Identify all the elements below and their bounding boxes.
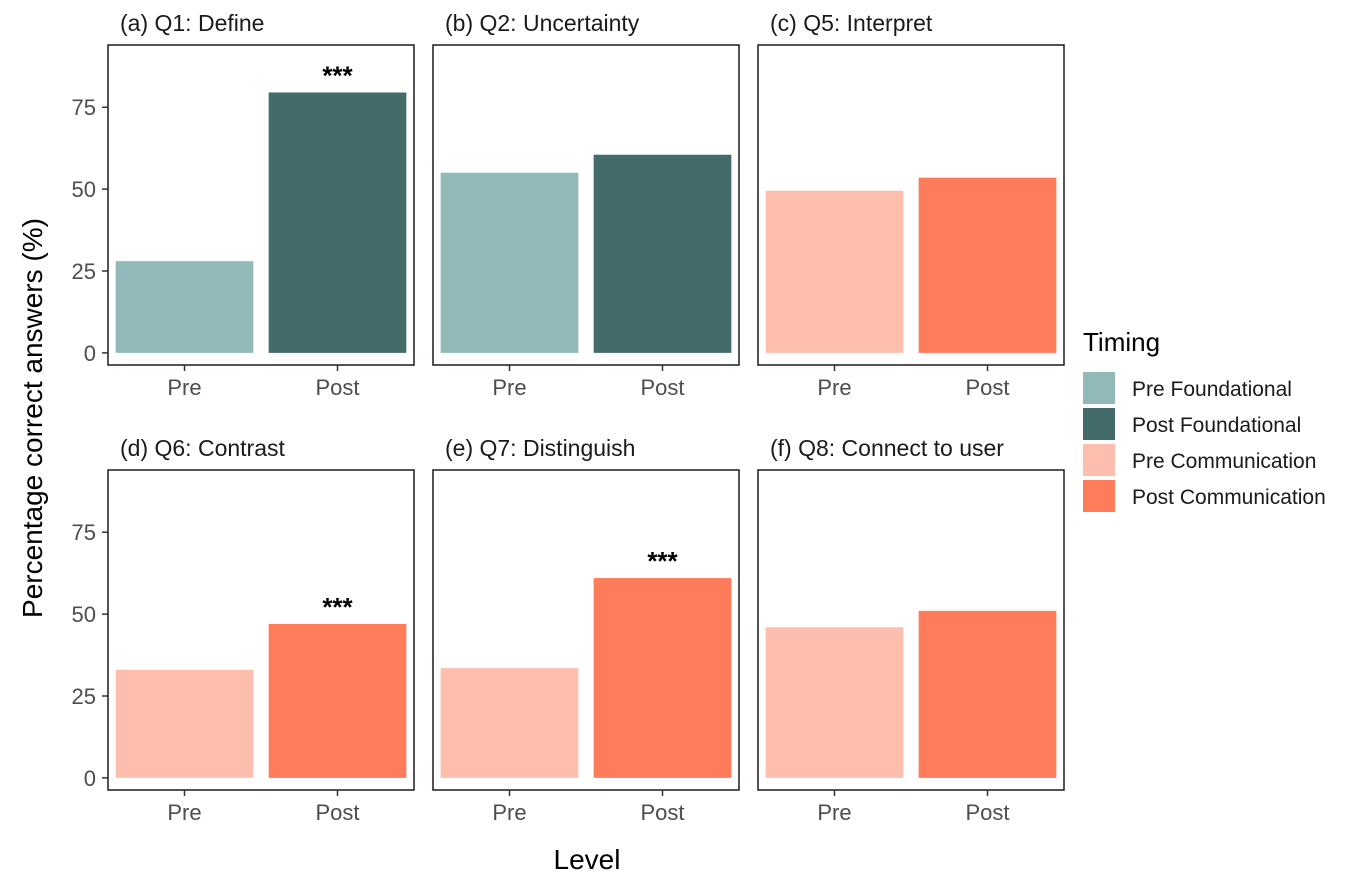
y-tick-label: 25 xyxy=(72,684,96,709)
y-tick-label: 75 xyxy=(72,520,96,545)
y-tick-label: 0 xyxy=(84,341,96,366)
y-tick-label: 50 xyxy=(72,177,96,202)
legend-label-post-communication: Post Communication xyxy=(1132,486,1326,509)
x-tick-label: Post xyxy=(315,800,359,825)
x-tick-label: Pre xyxy=(817,375,851,400)
panel-border xyxy=(432,469,740,791)
x-tick-label: Pre xyxy=(167,800,201,825)
bar-post xyxy=(918,177,1057,353)
legend-label-pre-communication: Pre Communication xyxy=(1132,450,1316,473)
panel-title: (d) Q6: Contrast xyxy=(120,435,285,461)
panel-border xyxy=(757,44,1065,366)
panel-5: (e) Q7: Distinguish *** Pre Post xyxy=(432,435,740,825)
panel-border xyxy=(757,469,1065,791)
x-axis-title: Level xyxy=(554,844,621,875)
panel-title: (b) Q2: Uncertainty xyxy=(445,10,640,36)
x-tick-label: Pre xyxy=(167,375,201,400)
legend-title: Timing xyxy=(1083,327,1160,357)
legend-swatch-post-communication xyxy=(1083,480,1115,512)
bar-post xyxy=(593,578,732,778)
panel-4: (d) Q6: Contrast *** Pre Post 0 25 50 75 xyxy=(72,435,415,825)
y-tick-label: 0 xyxy=(84,766,96,791)
panel-2: (b) Q2: Uncertainty Pre Post xyxy=(432,10,740,400)
significance-label: *** xyxy=(322,60,353,90)
legend-swatch-post-foundational xyxy=(1083,408,1115,440)
y-tick-label: 50 xyxy=(72,602,96,627)
panel-title: (f) Q8: Connect to user xyxy=(770,435,1004,461)
y-axis-title: Percentage correct answers (%) xyxy=(17,218,48,618)
panels: (a) Q1: Define *** Pre Post 0 25 50 75 (b) Q2: U… xyxy=(72,10,1065,825)
x-tick-label: Pre xyxy=(492,375,526,400)
x-tick-label: Pre xyxy=(817,800,851,825)
significance-label: *** xyxy=(647,546,678,576)
panel-border xyxy=(107,469,415,791)
x-tick-label: Pre xyxy=(492,800,526,825)
legend-swatch-pre-communication xyxy=(1083,444,1115,476)
panel-border xyxy=(107,44,415,366)
bar-post xyxy=(593,154,732,353)
bar-pre xyxy=(115,669,254,778)
legend: Timing Pre Foundational Post Foundational… xyxy=(1083,327,1326,512)
panel-6: (f) Q8: Connect to user Pre Post xyxy=(757,435,1065,825)
panel-3: (c) Q5: Interpret Pre Post xyxy=(757,10,1065,400)
bar-post xyxy=(268,623,407,778)
bar-pre xyxy=(115,261,254,353)
bar-pre xyxy=(765,190,904,353)
panel-title: (e) Q7: Distinguish xyxy=(445,435,635,461)
legend-label-pre-foundational: Pre Foundational xyxy=(1132,378,1292,401)
panel-title: (a) Q1: Define xyxy=(120,10,264,36)
bar-pre xyxy=(765,627,904,778)
bar-post xyxy=(268,92,407,353)
bar-pre xyxy=(440,668,579,778)
x-tick-label: Post xyxy=(965,375,1009,400)
x-tick-label: Post xyxy=(640,800,684,825)
bar-pre xyxy=(440,172,579,353)
legend-swatch-pre-foundational xyxy=(1083,372,1115,404)
panel-border xyxy=(432,44,740,366)
legend-label-post-foundational: Post Foundational xyxy=(1132,414,1301,437)
panel-title: (c) Q5: Interpret xyxy=(770,10,933,36)
x-tick-label: Post xyxy=(315,375,359,400)
significance-label: *** xyxy=(322,592,353,622)
y-tick-label: 75 xyxy=(72,95,96,120)
x-tick-label: Post xyxy=(640,375,684,400)
x-tick-label: Post xyxy=(965,800,1009,825)
y-tick-label: 25 xyxy=(72,259,96,284)
panel-1: (a) Q1: Define *** Pre Post 0 25 50 75 xyxy=(72,10,415,400)
bar-post xyxy=(918,610,1057,778)
